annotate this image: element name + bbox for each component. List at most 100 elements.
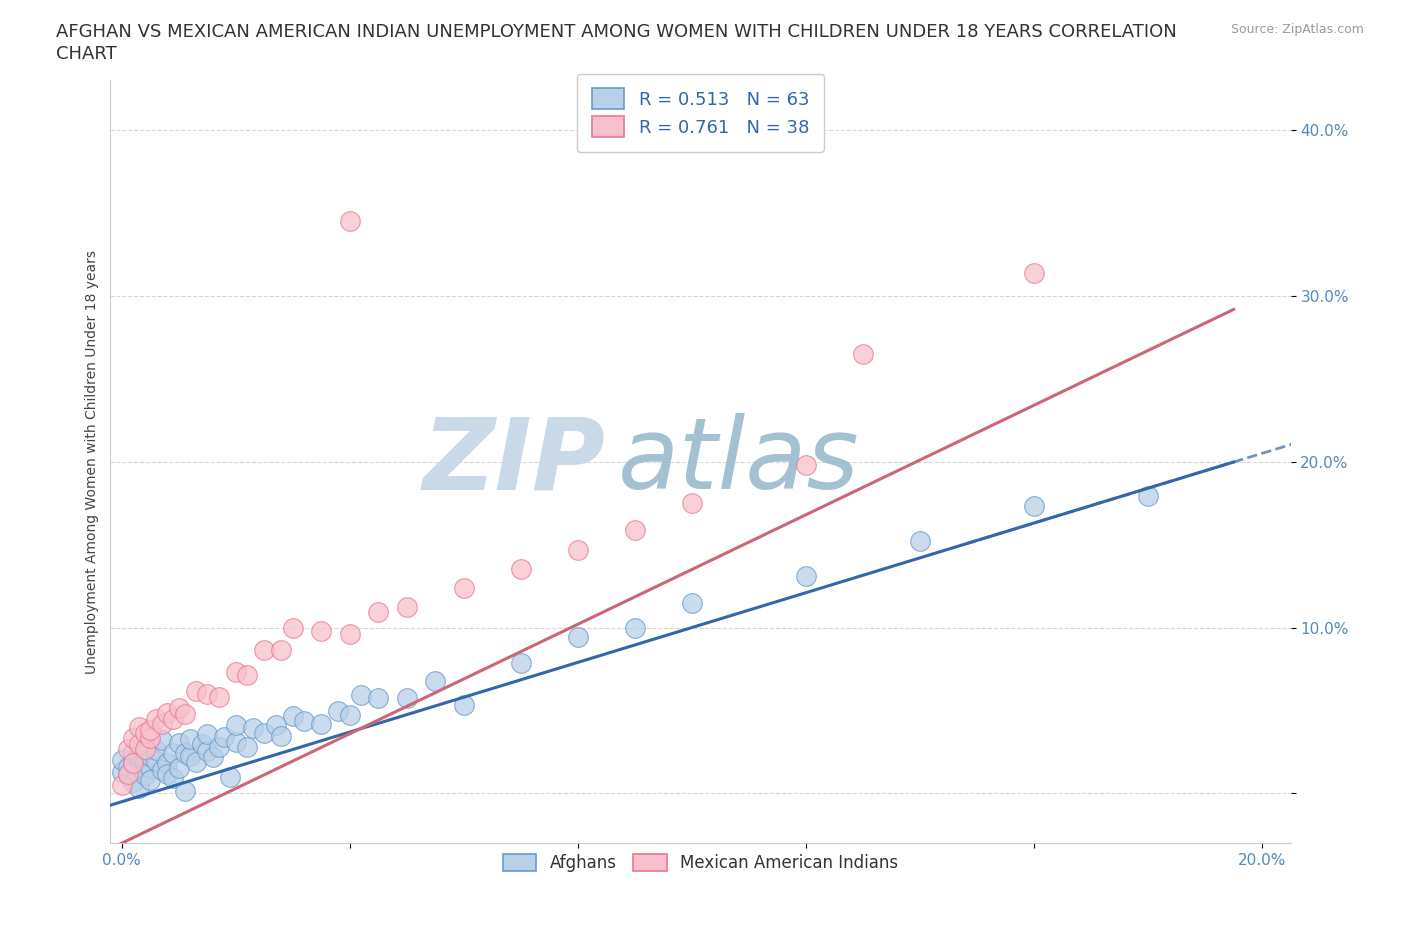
Point <box>128 759 150 774</box>
Point <box>453 580 475 595</box>
Point <box>128 720 150 735</box>
Point <box>134 737 156 752</box>
Point <box>190 737 212 751</box>
Point <box>253 725 276 740</box>
Point <box>139 723 162 737</box>
Point <box>145 754 167 769</box>
Point <box>367 604 389 619</box>
Point <box>179 732 201 747</box>
Point <box>139 749 162 764</box>
Point <box>681 496 703 511</box>
Point <box>219 769 242 784</box>
Point <box>173 706 195 721</box>
Point <box>134 754 156 769</box>
Point <box>195 726 218 741</box>
Point <box>111 777 134 792</box>
Point <box>395 599 418 614</box>
Point <box>150 717 173 732</box>
Text: AFGHAN VS MEXICAN AMERICAN INDIAN UNEMPLOYMENT AMONG WOMEN WITH CHILDREN UNDER 1: AFGHAN VS MEXICAN AMERICAN INDIAN UNEMPL… <box>56 23 1177 41</box>
Point <box>225 735 247 750</box>
Point <box>225 665 247 680</box>
Point <box>1022 265 1045 280</box>
Point <box>122 744 145 759</box>
Point <box>281 709 304 724</box>
Point <box>117 767 139 782</box>
Point <box>292 713 315 728</box>
Point <box>852 346 875 361</box>
Point <box>167 760 190 775</box>
Point <box>225 718 247 733</box>
Point <box>270 729 292 744</box>
Point <box>111 764 134 779</box>
Point <box>264 717 287 732</box>
Point <box>270 643 292 658</box>
Point <box>128 748 150 763</box>
Point <box>167 700 190 715</box>
Point <box>122 755 145 770</box>
Point <box>214 730 236 745</box>
Point <box>794 458 817 472</box>
Point <box>150 763 173 777</box>
Legend: Afghans, Mexican American Indians: Afghans, Mexican American Indians <box>495 845 907 881</box>
Point <box>167 736 190 751</box>
Point <box>236 739 259 754</box>
Point <box>122 754 145 769</box>
Point <box>150 732 173 747</box>
Point <box>281 621 304 636</box>
Point <box>139 731 162 746</box>
Point <box>128 781 150 796</box>
Point <box>122 731 145 746</box>
Point <box>134 725 156 740</box>
Y-axis label: Unemployment Among Women with Children Under 18 years: Unemployment Among Women with Children U… <box>86 249 100 673</box>
Point <box>128 737 150 751</box>
Point <box>111 752 134 767</box>
Point <box>794 568 817 583</box>
Point <box>134 742 156 757</box>
Point <box>453 698 475 713</box>
Point <box>367 691 389 706</box>
Text: atlas: atlas <box>617 413 859 511</box>
Point <box>339 708 361 723</box>
Point <box>350 688 373 703</box>
Point <box>117 766 139 781</box>
Point <box>908 534 931 549</box>
Point <box>339 214 361 229</box>
Point <box>253 643 276 658</box>
Point <box>122 774 145 789</box>
Text: Source: ZipAtlas.com: Source: ZipAtlas.com <box>1230 23 1364 36</box>
Point <box>162 746 184 761</box>
Point <box>395 691 418 706</box>
Point <box>509 561 531 576</box>
Point <box>156 706 179 721</box>
Point <box>139 772 162 787</box>
Point <box>195 687 218 702</box>
Point <box>236 668 259 683</box>
Point <box>624 621 647 636</box>
Text: CHART: CHART <box>56 45 117 62</box>
Point <box>339 627 361 642</box>
Point <box>156 755 179 770</box>
Point <box>162 711 184 726</box>
Point <box>208 739 231 754</box>
Point <box>145 711 167 726</box>
Point <box>184 684 207 699</box>
Point <box>173 783 195 798</box>
Point <box>1137 489 1160 504</box>
Point <box>509 656 531 671</box>
Point <box>117 759 139 774</box>
Point <box>328 703 350 718</box>
Point <box>162 770 184 785</box>
Point <box>425 673 447 688</box>
Point <box>117 742 139 757</box>
Point <box>311 717 333 732</box>
Point <box>311 624 333 639</box>
Point <box>179 749 201 764</box>
Point <box>173 745 195 760</box>
Point <box>624 523 647 538</box>
Point <box>681 595 703 610</box>
Point <box>567 630 589 644</box>
Point <box>202 750 225 764</box>
Point <box>242 721 264 736</box>
Point <box>195 743 218 758</box>
Point <box>1022 499 1045 514</box>
